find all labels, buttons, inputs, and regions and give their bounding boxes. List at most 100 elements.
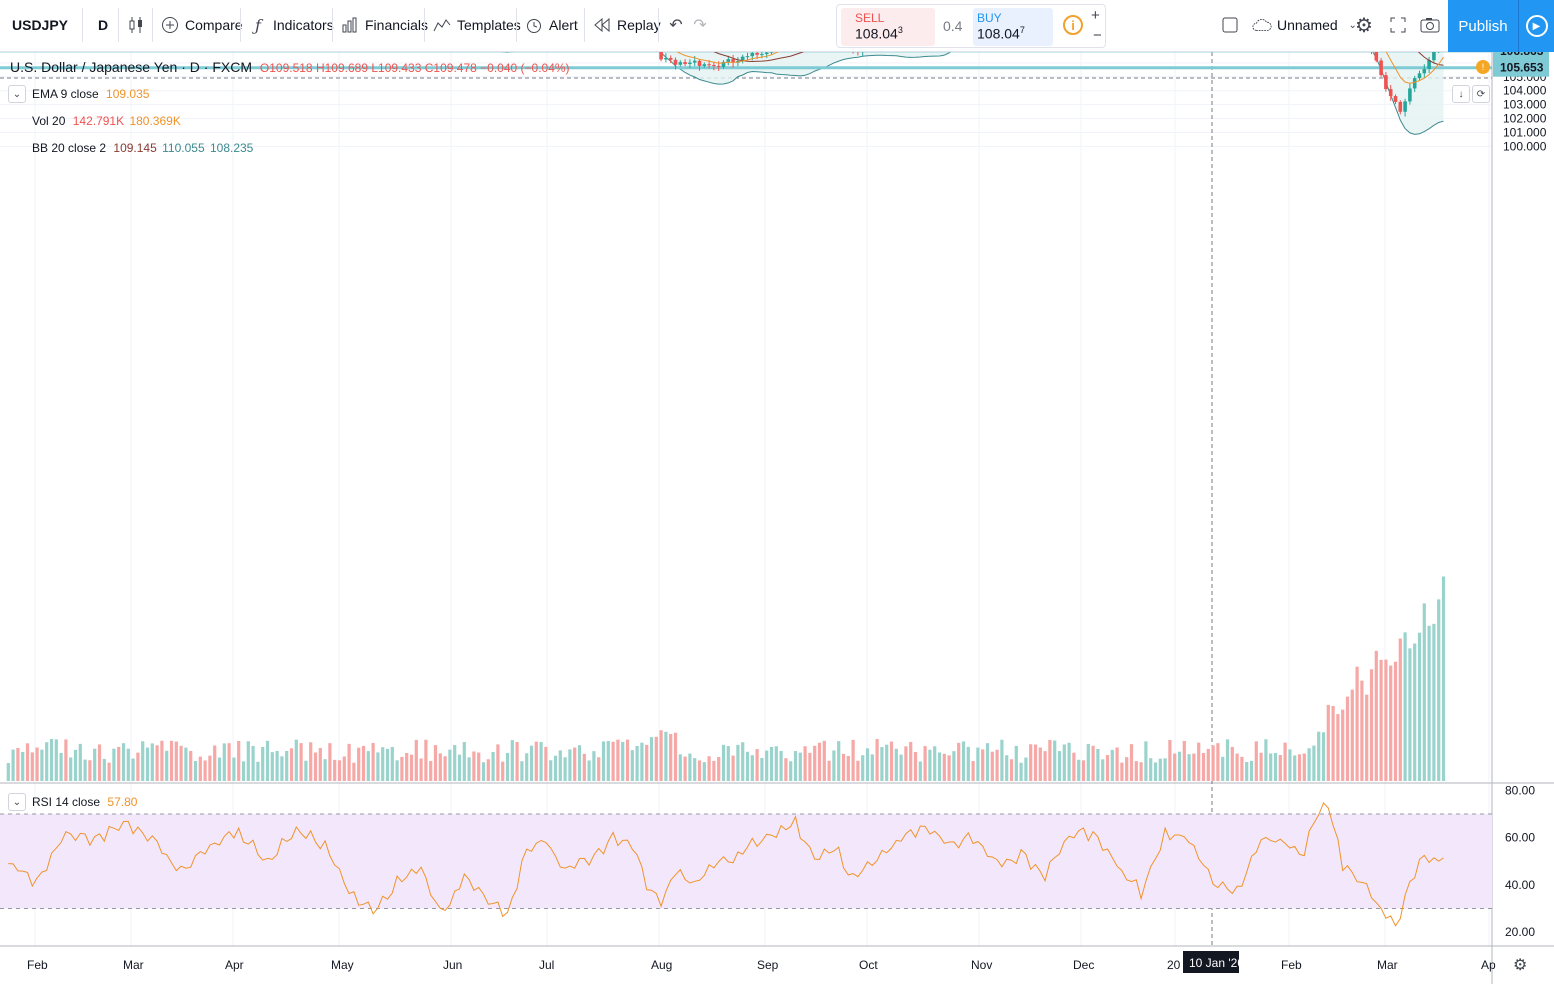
volume-bar — [1201, 752, 1206, 781]
volume-bar — [35, 747, 39, 781]
compare-label: Compare — [185, 17, 243, 33]
volume-bar — [1163, 758, 1167, 781]
volume-bar — [1033, 744, 1038, 781]
indicators-button[interactable]: ƒ Indicators — [248, 8, 334, 42]
volume-bar — [1014, 745, 1018, 781]
volume-bar — [669, 733, 673, 781]
candle-body — [664, 58, 668, 60]
candle-body — [721, 61, 726, 67]
quantity-minus-icon[interactable]: − — [1093, 27, 1102, 44]
alarm-clock-icon — [524, 15, 544, 35]
function-icon: ƒ — [255, 15, 261, 35]
volume-bar — [1081, 760, 1086, 781]
publish-options-button[interactable]: ▶ — [1518, 0, 1554, 52]
rsi-value: 57.80 — [107, 795, 138, 809]
volume-bar — [779, 750, 783, 781]
volume-bar — [6, 763, 10, 781]
rsi-pane: 80.00 60.00 40.00 20.00 — [0, 783, 1535, 939]
chart-type-button[interactable] — [126, 8, 146, 42]
rsi-collapse-button[interactable]: ⌄ — [8, 793, 26, 811]
scroll-down-button[interactable]: ↓ — [1452, 85, 1470, 103]
volume-bar — [568, 749, 572, 781]
chevron-down-icon: ⌄ — [12, 88, 22, 100]
volume-bar — [11, 749, 15, 781]
volume-bar — [1153, 762, 1158, 781]
select-all-button[interactable] — [1220, 8, 1240, 42]
rsi-legend[interactable]: RSI 14 close 57.80 — [32, 795, 137, 809]
spread-value: 0.4 — [943, 18, 963, 34]
buy-button[interactable]: BUY 108.047 — [973, 8, 1053, 46]
alert-badge-icon[interactable]: ! — [1476, 60, 1490, 74]
volume-bar — [1086, 743, 1090, 781]
time-tick-label: Jul — [539, 958, 554, 972]
volume-bar — [769, 746, 774, 781]
volume-bar — [961, 741, 966, 781]
rewind-icon — [592, 15, 612, 35]
volume-bar — [909, 741, 913, 781]
interval-button[interactable]: D — [98, 8, 108, 42]
volume-bar — [981, 749, 985, 781]
layout-menu[interactable]: Unnamed ⌄ — [1252, 8, 1363, 42]
time-tick-label: Apr — [225, 958, 244, 972]
sell-button[interactable]: SELL 108.043 — [841, 8, 935, 46]
volume-bar — [409, 754, 414, 781]
volume-bar — [1129, 744, 1134, 781]
symbol-search[interactable]: USDJPY — [12, 8, 68, 42]
bb-legend[interactable]: BB 20 close 2 109.145 110.055 108.235 — [32, 141, 253, 155]
reset-view-button[interactable]: ⟳ — [1472, 85, 1490, 103]
chart-canvas[interactable]: 80.00 60.00 40.00 20.00 115.000114.000113.0… — [0, 52, 1554, 984]
info-icon[interactable]: i — [1063, 15, 1083, 35]
templates-button[interactable]: Templates — [432, 8, 521, 42]
volume-ma-value: 180.369K — [129, 114, 181, 128]
candle-body — [692, 60, 697, 63]
volume-legend[interactable]: Vol 20 142.791K 180.369K — [32, 114, 181, 128]
volume-bar — [1149, 758, 1153, 781]
redo-button[interactable]: ↷ — [690, 8, 710, 42]
chevron-down-icon: ⌄ — [1348, 19, 1357, 31]
publish-button[interactable]: Publish — [1448, 0, 1518, 52]
volume-bar — [285, 750, 289, 781]
candle-body — [688, 62, 692, 64]
volume-bar — [673, 732, 678, 781]
alert-button[interactable]: Alert — [524, 8, 578, 42]
settings-button[interactable]: ⚙ — [1354, 8, 1374, 42]
volume-bar — [1336, 714, 1340, 781]
volume-bar — [208, 755, 212, 781]
volume-bar — [265, 740, 270, 781]
volume-bar — [1173, 753, 1177, 781]
quantity-plus-icon[interactable]: + — [1091, 7, 1100, 24]
candle-body — [731, 59, 735, 63]
undo-button[interactable]: ↶ — [666, 8, 686, 42]
volume-bar — [957, 742, 961, 781]
compare-button[interactable]: Compare — [160, 8, 243, 42]
volume-bar — [112, 748, 116, 781]
volume-bar — [515, 742, 519, 781]
volume-bar — [1105, 755, 1110, 781]
fullscreen-button[interactable] — [1388, 8, 1408, 42]
volume-bar — [841, 753, 846, 781]
financials-button[interactable]: Financials — [340, 8, 428, 42]
volume-bar — [102, 758, 106, 781]
replay-button[interactable]: Replay — [592, 8, 661, 42]
time-tick-label: Ap — [1481, 958, 1496, 972]
volume-bar — [765, 750, 769, 781]
price-label: 105.653 — [1500, 61, 1544, 75]
volume-bar — [817, 742, 822, 781]
buy-price-sup: 7 — [1019, 25, 1025, 35]
legend-collapse-button[interactable]: ⌄ — [8, 85, 26, 103]
volume-bar — [721, 744, 726, 781]
volume-bar — [45, 742, 49, 781]
volume-bar — [697, 760, 702, 781]
ema-legend[interactable]: EMA 9 close 109.035 — [32, 87, 149, 101]
volume-bar — [376, 752, 380, 781]
volume-bar — [1211, 745, 1215, 781]
sell-label: SELL — [855, 11, 885, 25]
candle-body — [1374, 52, 1379, 61]
volume-bar — [145, 747, 150, 781]
volume-value: 142.791K — [72, 114, 125, 128]
candle-body — [673, 59, 678, 65]
volume-bar — [1182, 740, 1186, 781]
snapshot-button[interactable] — [1420, 8, 1440, 42]
alert-label: Alert — [549, 17, 578, 33]
volume-bar — [318, 747, 322, 781]
